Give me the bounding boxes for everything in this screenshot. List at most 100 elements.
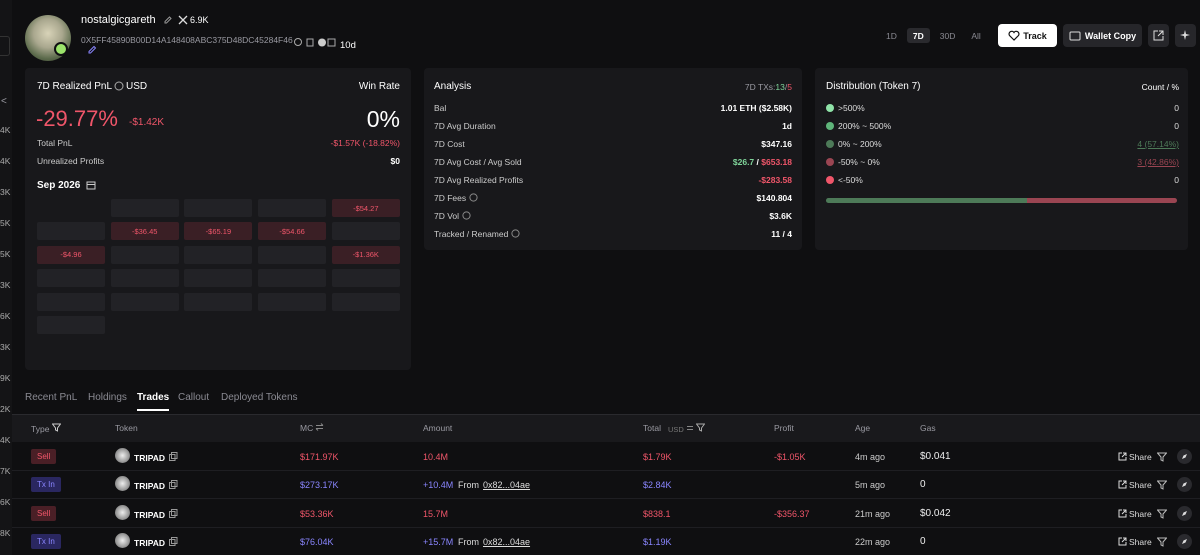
currency[interactable]: USD (126, 81, 148, 92)
timeframe-option[interactable]: 1D (886, 31, 897, 41)
analysis-value-part: $26.7 (732, 157, 755, 167)
total: $838.1 (643, 508, 671, 519)
explorer-button[interactable] (1177, 505, 1192, 521)
amount: +15.7M (423, 536, 454, 547)
copy-icon[interactable] (169, 452, 178, 461)
share-button[interactable]: Share (1118, 480, 1152, 490)
share-icon (1118, 509, 1127, 518)
from-address[interactable]: 0x82...04ae (483, 480, 531, 491)
from-address[interactable]: 0x82...04ae (483, 536, 531, 547)
analysis-value: 11 / 4 (771, 229, 792, 239)
calendar-day (258, 269, 327, 288)
timeframe-option[interactable]: 30D (939, 31, 956, 41)
copy-icon[interactable] (169, 508, 178, 518)
sidebar-label: 5K (0, 218, 11, 228)
table-header-bg (12, 415, 1200, 442)
track-label: Track (1023, 30, 1047, 41)
profit: -$1.05K (774, 452, 806, 462)
calendar-icon[interactable] (86, 180, 96, 190)
type-badge: Sell (31, 449, 57, 464)
address-icons[interactable] (293, 37, 339, 49)
calendar-day (110, 269, 179, 288)
tab[interactable]: Trades (137, 392, 170, 411)
followers: 6.9K (190, 15, 209, 25)
share-button[interactable]: Share (1118, 537, 1152, 547)
swap-icon[interactable] (686, 424, 694, 432)
share-button[interactable]: Share (1118, 452, 1152, 462)
wallet-age: 10d (340, 40, 356, 51)
type-badge: Tx In (31, 533, 61, 549)
sidebar-arrow[interactable]: < (1, 96, 7, 107)
row-divider (12, 498, 1200, 500)
calendar-day (331, 222, 400, 241)
distribution-value: 0 (1174, 103, 1179, 113)
wallet-copy-button[interactable]: Wallet Copy (1063, 24, 1142, 47)
ai-button[interactable] (1175, 24, 1196, 47)
tab[interactable]: Holdings (88, 392, 127, 403)
analysis-value: $347.16 (761, 139, 792, 149)
sidebar-label: 9K (0, 373, 11, 383)
tab[interactable]: Recent PnL (25, 392, 78, 403)
distribution-dot (826, 122, 834, 130)
copy-icon[interactable] (169, 536, 178, 546)
copy-icon[interactable] (169, 480, 178, 490)
share-label: Share (1129, 480, 1152, 491)
filter-icon[interactable] (695, 423, 706, 432)
tab[interactable]: Deployed Tokens (221, 392, 298, 403)
open-button[interactable] (1148, 24, 1169, 47)
txs-separator: / (784, 82, 788, 92)
amount: +10.4M (423, 480, 454, 491)
age: 21m ago (855, 508, 891, 519)
token-name[interactable]: TRIPAD (134, 536, 178, 548)
calendar-day (184, 292, 253, 311)
explorer-button[interactable] (1177, 449, 1192, 464)
total-pnl: -$1.57K (-18.82%) (330, 138, 400, 148)
swap-icon[interactable] (315, 423, 324, 431)
explorer-button[interactable] (1177, 533, 1192, 549)
analysis-value-part: 11 / 4 (771, 229, 792, 239)
distribution-card: Distribution (Token 7) Count / % >500% 0 2… (815, 68, 1188, 250)
filter-icon[interactable] (51, 423, 62, 432)
type-badge: Tx In (31, 477, 61, 493)
table-header: Token (115, 423, 138, 433)
table-currency[interactable]: USD (668, 423, 706, 434)
trades-table: Type Token MC Amount Total Profit Age Gas USD Sel… (12, 415, 1200, 555)
analysis-label: Tracked / Renamed (434, 229, 520, 239)
track-button[interactable]: Track (998, 24, 1057, 47)
filter-icon[interactable] (1157, 509, 1167, 519)
edit-icon[interactable] (163, 15, 173, 25)
calendar-day: -$4.96 (37, 245, 105, 264)
wallet-address: 0X5FF45890B00D14A148408ABC375D48DC45284F… (81, 35, 293, 45)
analysis-label: 7D Fees (434, 193, 478, 203)
pen-icon[interactable] (87, 45, 99, 55)
distribution-bar (826, 198, 1177, 203)
info-icon[interactable] (462, 211, 471, 220)
filter-icon[interactable] (1157, 537, 1167, 547)
token-name[interactable]: TRIPAD (134, 480, 178, 491)
share-icon (1118, 452, 1127, 461)
token-name[interactable]: TRIPAD (134, 508, 178, 520)
compass-icon (1182, 510, 1187, 516)
calendar-day (184, 245, 253, 264)
info-icon[interactable] (511, 229, 520, 238)
share-icon (1118, 537, 1127, 546)
timeframe-switch: 1D 7D 30D All (880, 28, 987, 43)
filter-icon[interactable] (1157, 480, 1167, 491)
timeframe-option[interactable]: 7D (906, 28, 930, 43)
filter-icon[interactable] (1157, 452, 1167, 462)
token-name[interactable]: TRIPAD (134, 452, 178, 463)
age: 5m ago (855, 480, 886, 491)
info-icon[interactable] (469, 193, 478, 202)
month: Sep 2026 (37, 180, 81, 191)
unrealized-label: Unrealized Profits (37, 156, 105, 166)
coin-icon (114, 81, 124, 91)
calendar-day: -$54.27 (331, 199, 400, 217)
pnl-title: 7D Realized PnL (37, 81, 113, 92)
tab[interactable]: Callout (178, 392, 210, 403)
analysis-value-part: $140.804 (756, 193, 792, 203)
timeframe-option[interactable]: All (971, 31, 981, 41)
explorer-button[interactable] (1177, 477, 1192, 493)
share-button[interactable]: Share (1118, 509, 1152, 519)
sidebar-button[interactable] (0, 36, 10, 56)
